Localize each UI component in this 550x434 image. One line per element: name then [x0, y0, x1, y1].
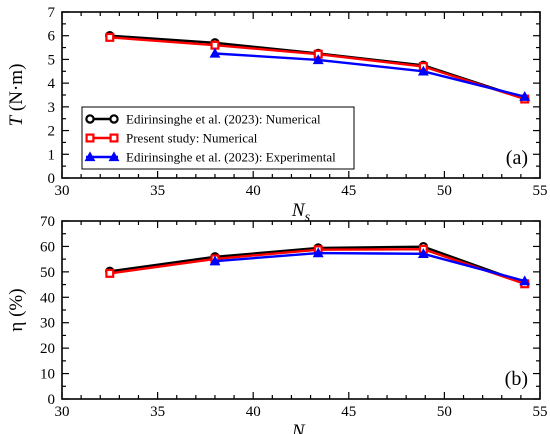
chart-panel-b: 30 35 40 45 50 55 0 10 20 30 40 50 60 70 Ns η (%) (b)	[6, 214, 548, 434]
legend: Edirinsinghe et al. (2023): Numerical Pre…	[81, 106, 355, 170]
legend-box	[81, 106, 355, 170]
legend-marker	[108, 151, 120, 162]
y-axis-label: T (N·m)	[6, 64, 27, 127]
legend-marker	[109, 114, 119, 124]
data-point	[417, 248, 429, 258]
data-point	[312, 54, 324, 65]
y-tick-label: 60	[40, 239, 55, 255]
legend-marker	[85, 133, 95, 143]
panel-label: (a)	[506, 147, 528, 169]
x-tick-label: 40	[246, 404, 261, 420]
x-axis-label: Ns	[291, 200, 311, 225]
y-tick-label: 70	[40, 214, 55, 230]
y-tick-label: 3	[48, 100, 56, 116]
data-point	[209, 47, 221, 58]
y-tick-label: 40	[40, 290, 55, 306]
legend-label: Present study: Numerical	[126, 131, 258, 146]
series-line	[214, 251, 526, 283]
legend-marker	[109, 133, 119, 143]
y-tick-label: 7	[48, 5, 56, 21]
legend-marker	[85, 114, 95, 124]
x-tick-label: 50	[437, 404, 452, 420]
x-tick-label: 30	[55, 404, 70, 420]
x-tick-label: 35	[150, 404, 165, 420]
x-tick-label: 55	[533, 404, 548, 420]
x-tick-label: 35	[150, 183, 165, 199]
y-tick-label: 0	[48, 171, 56, 187]
data-point	[519, 91, 531, 101]
series-line	[109, 36, 526, 101]
y-axis-label: η (%)	[6, 288, 27, 331]
y-tick-label: 4	[48, 76, 56, 92]
data-point	[312, 247, 324, 258]
x-tick-label: 50	[437, 183, 452, 199]
y-tick-label: 0	[48, 392, 56, 408]
y-tick-label: 10	[40, 367, 55, 383]
legend-label: Edirinsinghe et al. (2023): Experimental	[126, 150, 336, 165]
x-tick-label: 40	[246, 183, 261, 199]
data-point	[210, 40, 220, 50]
series-line	[214, 52, 525, 98]
y-tick-label: 20	[40, 341, 55, 357]
x-tick-label: 30	[55, 183, 70, 199]
x-tick-label: 55	[533, 183, 548, 199]
y-tick-label: 5	[48, 52, 56, 68]
x-tick-label: 45	[341, 183, 356, 199]
x-axis-label: Ns	[291, 421, 311, 434]
x-tick-label: 45	[341, 404, 356, 420]
data-point	[105, 268, 115, 278]
data-point	[519, 275, 531, 286]
y-tick-label: 30	[40, 316, 55, 332]
panel-label: (b)	[505, 368, 528, 390]
y-tick-label: 6	[48, 29, 56, 45]
data-point	[417, 65, 429, 76]
legend-marker	[84, 151, 96, 162]
data-point	[209, 255, 221, 266]
legend-label: Edirinsinghe et al. (2023): Numerical	[126, 112, 321, 127]
series-line	[109, 34, 526, 100]
y-tick-label: 1	[48, 147, 56, 163]
data-point	[105, 32, 115, 42]
y-tick-label: 50	[40, 265, 55, 281]
y-tick-label: 2	[48, 124, 56, 140]
plot-frame	[61, 220, 541, 400]
